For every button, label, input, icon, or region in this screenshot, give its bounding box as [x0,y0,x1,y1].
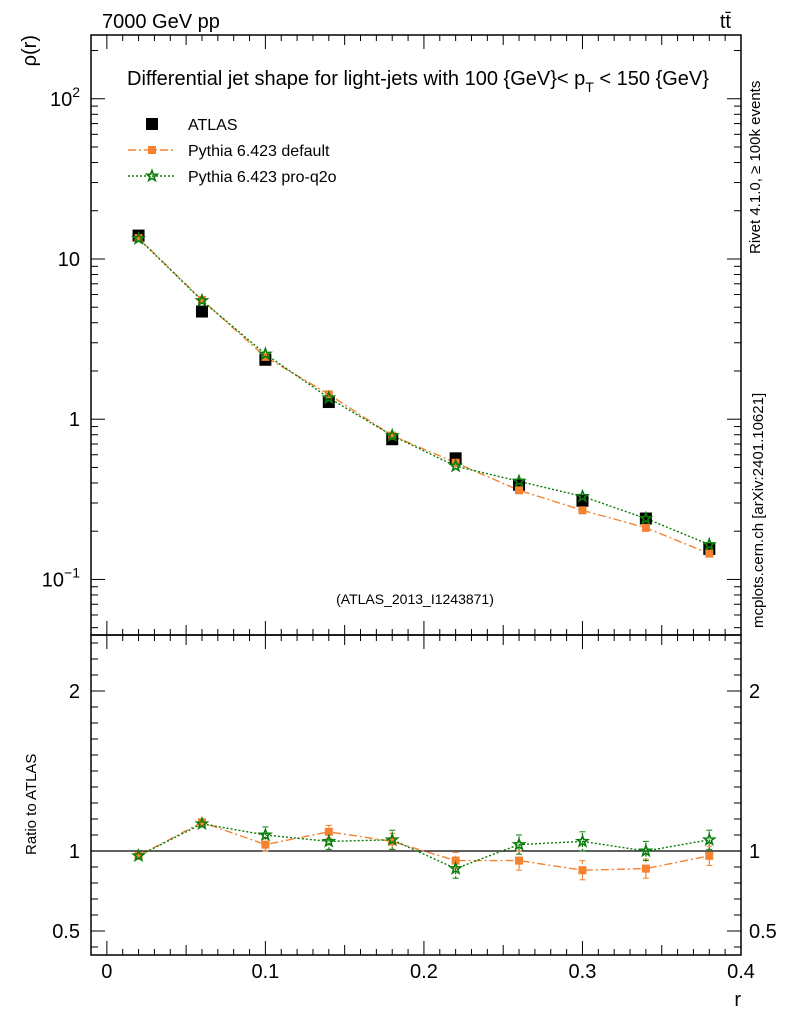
plot-title-suffix: < 150 {GeV} [594,68,709,90]
ratio-y-tick-label-right: 2 [749,681,760,703]
pythia_default-ratio-point [134,851,143,860]
pythia_proq2o-ratio-point [448,860,464,875]
pythia_proq2o-line [138,238,710,546]
pythia_default-ratio-point [578,866,587,875]
pythia_default-ratio-point [197,818,206,827]
pythia_default-ratio-point [705,851,714,860]
pythia_proq2o-ratio-point [384,831,400,847]
pythia_proq2o-ratio-point [131,847,147,863]
pythia_default-point [388,431,397,440]
plot-title-subscript: T [585,79,594,95]
pythia_proq2o-ratio-point [638,843,654,858]
ratio-panel: 0.5 0.5 1 1 2 2 0 0.1 0.2 0.3 0.4 Ratio to ATLAS r [23,634,777,1011]
pythia_proq2o-point [701,536,717,551]
pythia_proq2o-ratio-point [321,833,337,848]
plot-title: Differential jet shape for light-jets wi… [127,68,709,95]
pythia_default-point [515,486,524,495]
legend-atlas-label: ATLAS [188,117,238,134]
ratio-axis-ticks [91,642,741,948]
pythia_proq2o-ratio-point [574,833,590,848]
pythia_default-ratio-point [515,856,524,865]
x-tick-label: 0 [101,961,112,983]
pythia_proq2o-point [194,292,210,307]
legend-pythia_proq2o-marker [144,168,160,183]
main-series [131,229,717,558]
energy-label: 7000 GeV pp [102,11,220,33]
ratio-y-tick-label-right: 1 [749,841,760,863]
pythia_default-line [138,237,710,555]
pythia_proq2o-point [321,389,337,405]
main-axis-ticks [91,35,742,955]
x-axis-label: r [734,989,741,1011]
main-y-tick-label: 1 [69,409,80,431]
pythia_proq2o-ratio-point [511,836,527,851]
ratio-y-tick-label: 1 [69,841,80,863]
pythia_default-ratio-point [641,864,650,873]
plot-title-prefix: Differential jet shape for light-jets wi… [127,68,585,90]
pythia_proq2o-ratio-point [257,827,273,842]
pythia_default-point [641,523,650,532]
pythia_default-point [578,506,587,515]
main-y-axis-label: ρ(r) [19,35,41,66]
analysis-label: (ATLAS_2013_I1243871) [336,591,494,607]
ratio-tick-labels: 0.5 0.5 1 1 2 2 0 0.1 0.2 0.3 0.4 [52,681,777,983]
pythia_default-point [134,234,143,243]
legend-pythia_default-marker [148,146,156,154]
main-panel: 10−1 1 10 102 ρ(r) [19,34,742,955]
pythia_default-ratio-point [451,856,460,865]
pythia_proq2o-point [131,230,147,246]
rivet-version-label: Rivet 4.1.0, ≥ 100k events [747,81,764,254]
ratio-y-tick-label-right: 0.5 [749,921,777,943]
pythia_proq2o-point [638,510,654,525]
pythia_proq2o-ratio-point [701,831,717,847]
legend-pythia_proq2o-label: Pythia 6.423 pro-q2o [188,169,337,186]
pythia_proq2o-ratio-line [138,823,710,870]
pythia_proq2o-point [575,488,590,503]
pythia_default-point [705,549,714,558]
main-y-tick-label: 10 [58,249,80,271]
process-label: tt̄ [720,11,732,33]
ratio-frame [90,634,742,956]
x-tick-label: 0.4 [727,961,755,983]
legend-atlas-marker [146,118,158,130]
atlas-point [195,305,208,318]
x-tick-label: 0.2 [410,961,438,983]
pythia_proq2o-point [511,473,527,488]
legend-pythia_default-label: Pythia 6.423 default [188,143,330,160]
ratio-y-tick-label: 2 [69,681,80,703]
pythia_default-ratio-point [324,827,333,836]
pythia_default-point [197,295,206,304]
pythia_proq2o-point [448,458,464,473]
pythia_default-ratio-point [261,840,270,849]
ratio-series [91,815,741,881]
ratio-y-tick-label: 0.5 [52,921,80,943]
x-tick-label: 0.3 [569,961,597,983]
main-tick-labels: 10−1 1 10 102 [42,84,80,592]
pythia_proq2o-point [384,427,400,443]
main-y-tick-label: 102 [50,84,80,111]
main-y-tick-label: 10−1 [42,564,80,591]
pythia_default-ratio-line [138,821,710,871]
legend: ATLAS Pythia 6.423 default Pythia 6.423 pr… [128,117,337,186]
mcplots-label: mcplots.cern.ch [arXiv:2401.10621] [750,393,767,628]
pythia_proq2o-point [257,346,273,361]
ratio-y-axis-label: Ratio to ATLAS [23,754,40,855]
x-tick-label: 0.1 [251,961,279,983]
pythia_proq2o-ratio-point [194,815,210,831]
